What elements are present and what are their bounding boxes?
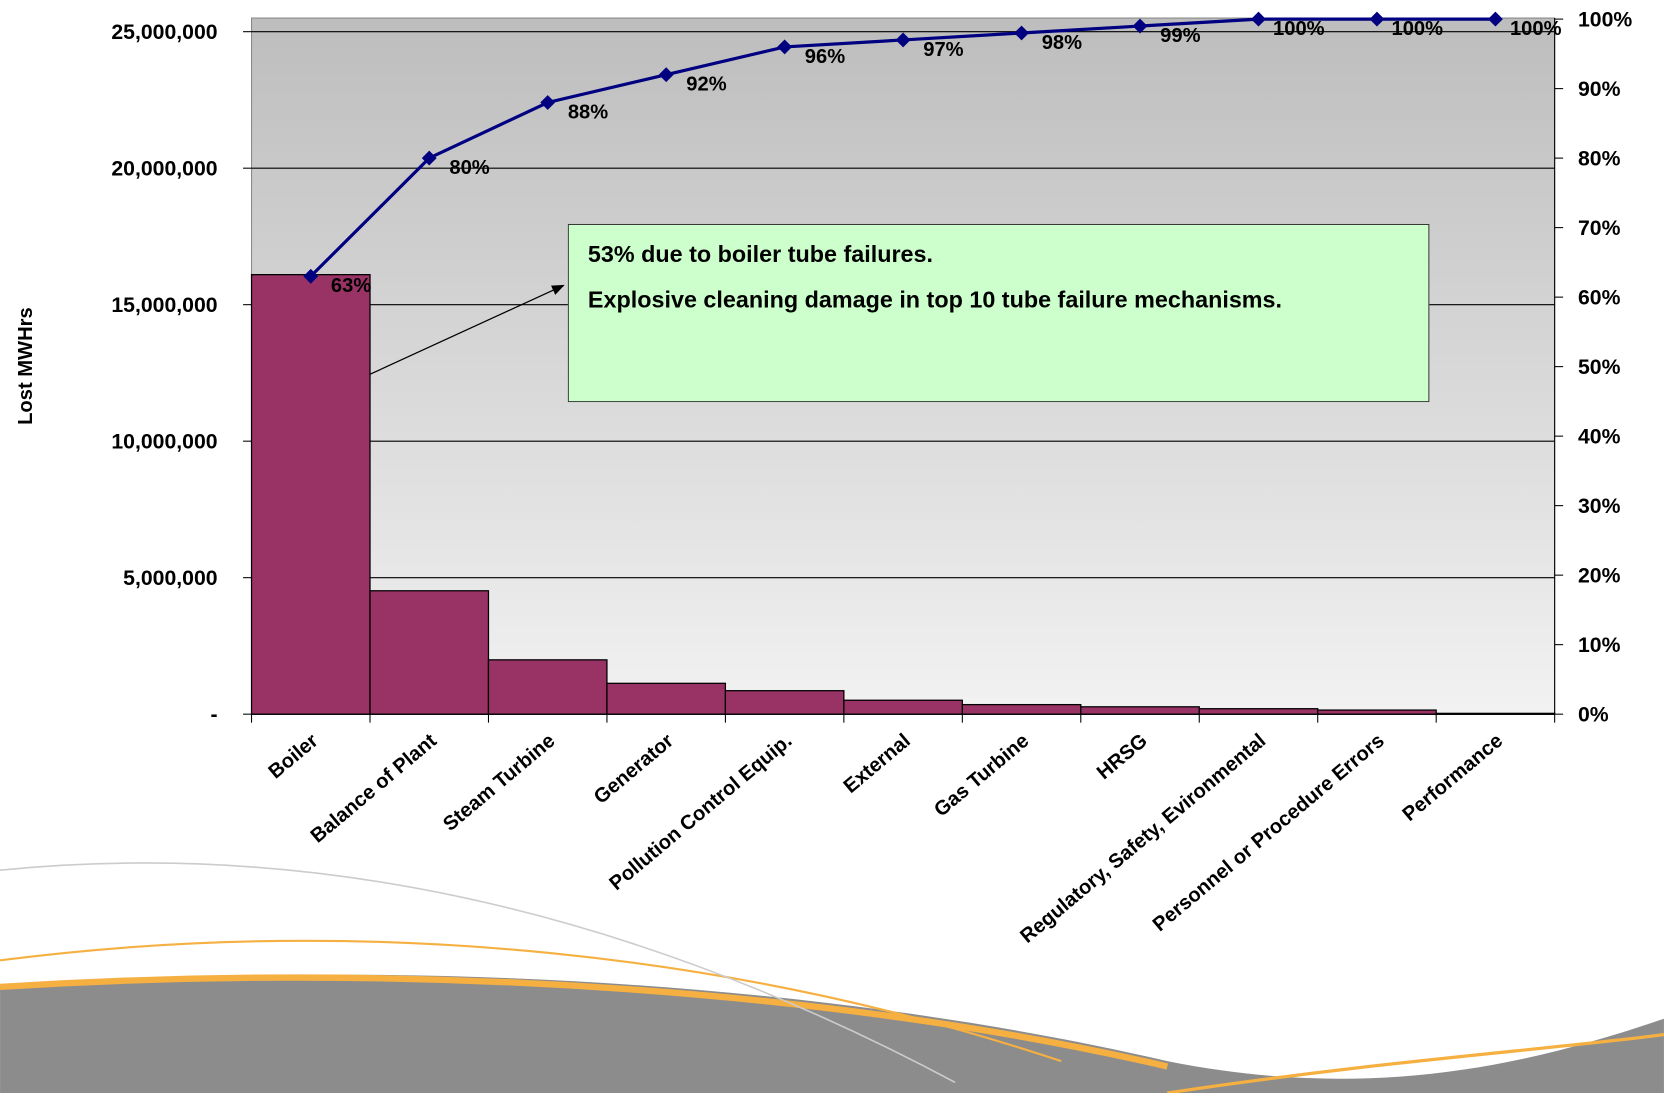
y2-tick-label: 20%: [1578, 565, 1621, 588]
x-tick-label: Gas Turbine: [930, 730, 1033, 821]
y2-tick-label: 80%: [1578, 148, 1621, 171]
annotation-box: 53% due to boiler tube failures. Explosi…: [568, 224, 1430, 402]
annotation-text: Explosive cleaning damage in top 10 tube…: [588, 285, 1409, 315]
y2-tick-label: 90%: [1578, 78, 1621, 101]
y-tick-label: 5,000,000: [123, 567, 217, 590]
y2-tick-label: 70%: [1578, 217, 1621, 240]
y-tick-label: -: [211, 704, 218, 727]
bar: [370, 591, 488, 714]
bar: [488, 660, 606, 714]
x-tick-label: Balance of Plant: [307, 730, 441, 848]
y2-tick-label: 60%: [1578, 287, 1621, 310]
y-tick-label: 25,000,000: [111, 21, 217, 44]
x-tick-label: Generator: [590, 730, 678, 809]
x-tick-label: External: [840, 730, 915, 798]
y2-tick-label: 50%: [1578, 356, 1621, 379]
bar: [607, 683, 725, 714]
bar: [1199, 709, 1317, 714]
x-tick-label: Boiler: [265, 730, 323, 784]
data-label: 92%: [686, 74, 726, 96]
y2-tick-label: 0%: [1578, 704, 1609, 727]
data-label: 97%: [923, 39, 963, 61]
y-tick-label: 15,000,000: [111, 294, 217, 317]
y2-tick-label: 100%: [1578, 9, 1632, 32]
x-tick-label: Steam Turbine: [439, 730, 559, 836]
bar: [1318, 710, 1436, 714]
x-tick-label: Personnel or Procedure Errors: [1149, 730, 1389, 936]
data-label: 63%: [331, 275, 371, 297]
data-label: 100%: [1273, 18, 1325, 40]
y2-tick-label: 30%: [1578, 495, 1621, 518]
y-tick-label: 20,000,000: [111, 158, 217, 181]
bar: [1081, 707, 1199, 714]
data-label: 99%: [1160, 25, 1200, 47]
page: {"chart_data": {"type": "bar", "y_label"…: [0, 0, 1664, 1093]
data-label: 100%: [1391, 18, 1443, 40]
y2-tick-label: 40%: [1578, 426, 1621, 449]
data-label: 88%: [568, 101, 608, 123]
bar: [844, 700, 962, 714]
y-axis-label: Lost MWHrs: [15, 307, 37, 425]
bar: [725, 691, 843, 714]
annotation: 53% due to boiler tube failures. Explosi…: [568, 224, 1430, 402]
x-tick-label: Regulatory, Safety, Evironmental: [1016, 730, 1270, 948]
annotation-text: 53% due to boiler tube failures.: [588, 240, 1409, 270]
x-tick-label: HRSG: [1093, 730, 1152, 784]
decoration: [0, 863, 1664, 1093]
data-label: 100%: [1510, 18, 1562, 40]
y2-tick-label: 10%: [1578, 634, 1621, 657]
y-tick-label: 10,000,000: [111, 431, 217, 454]
data-label: 96%: [805, 46, 845, 68]
bar: [962, 705, 1080, 715]
data-label: 80%: [449, 157, 489, 179]
chart: Lost MWHrs - 5,000,000 10,000,000 15,000,00…: [0, 0, 1664, 1093]
x-tick-label: Performance: [1399, 730, 1508, 826]
bar: [252, 275, 370, 715]
bar: [1436, 713, 1554, 714]
data-label: 98%: [1042, 32, 1082, 54]
